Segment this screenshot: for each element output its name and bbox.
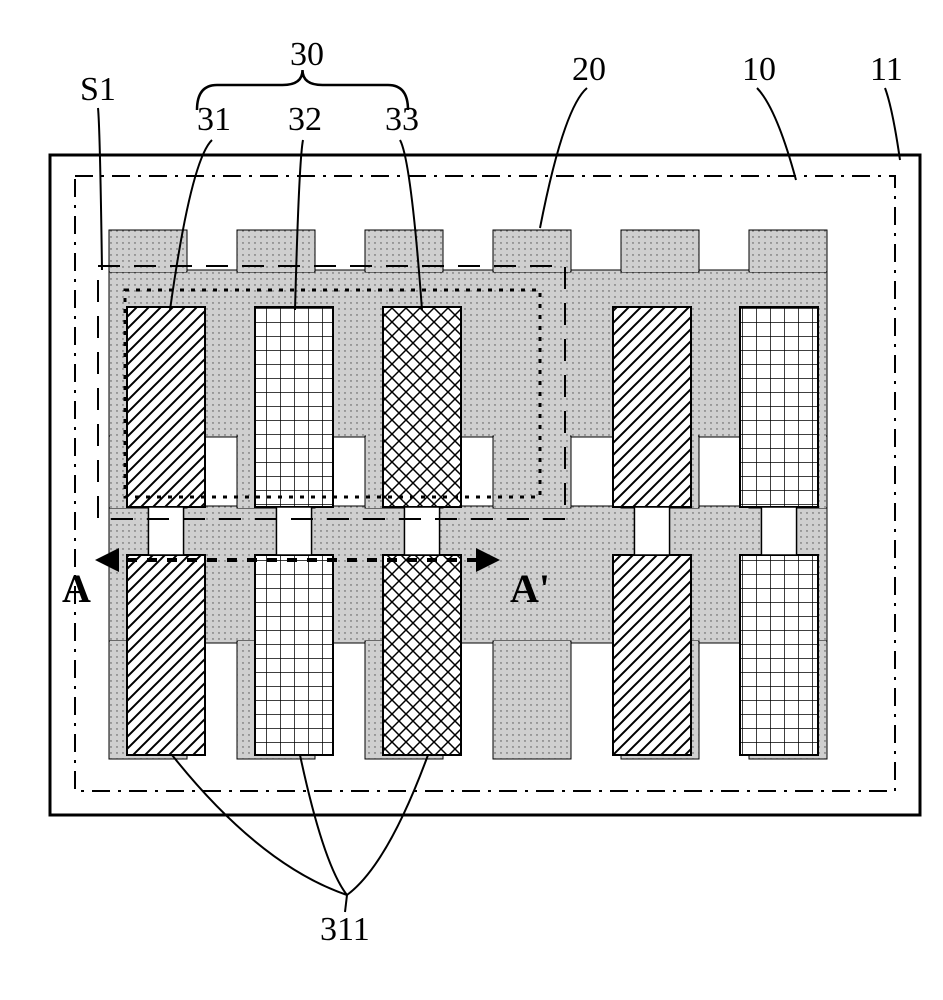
diagram-figure: S1 31 32 33 30 20 10 11 A A' 311 [0,0,943,1000]
leader-line [172,755,347,895]
label-11: 11 [870,51,903,88]
leader-line [345,895,347,912]
leader-line [347,755,428,895]
block-32b-row0 [740,307,818,507]
block-31-row1 [127,555,205,755]
arrow-left-icon [95,548,119,572]
leader-line [98,108,102,270]
leader-line [757,88,796,180]
leader-line [540,88,587,228]
label-a-prime: A' [510,566,550,611]
label-31: 31 [197,101,231,138]
leader-line [885,88,900,160]
block-32b-row1 [740,555,818,755]
leader-line [300,755,347,895]
label-s1: S1 [80,71,116,108]
block-31b-row0 [613,307,691,507]
block-31b-row1 [613,555,691,755]
block-33-row1 [383,555,461,755]
block-32-row1 [255,555,333,755]
label-10: 10 [742,51,776,88]
label-32: 32 [288,101,322,138]
label-33: 33 [385,101,419,138]
label-a: A [62,566,91,611]
label-30: 30 [290,36,324,73]
block-31-row0 [127,307,205,507]
block-32-row0 [255,307,333,507]
gray-region-20 [109,230,827,759]
label-20: 20 [572,51,606,88]
label-311: 311 [320,911,370,948]
block-33-row0 [383,307,461,507]
